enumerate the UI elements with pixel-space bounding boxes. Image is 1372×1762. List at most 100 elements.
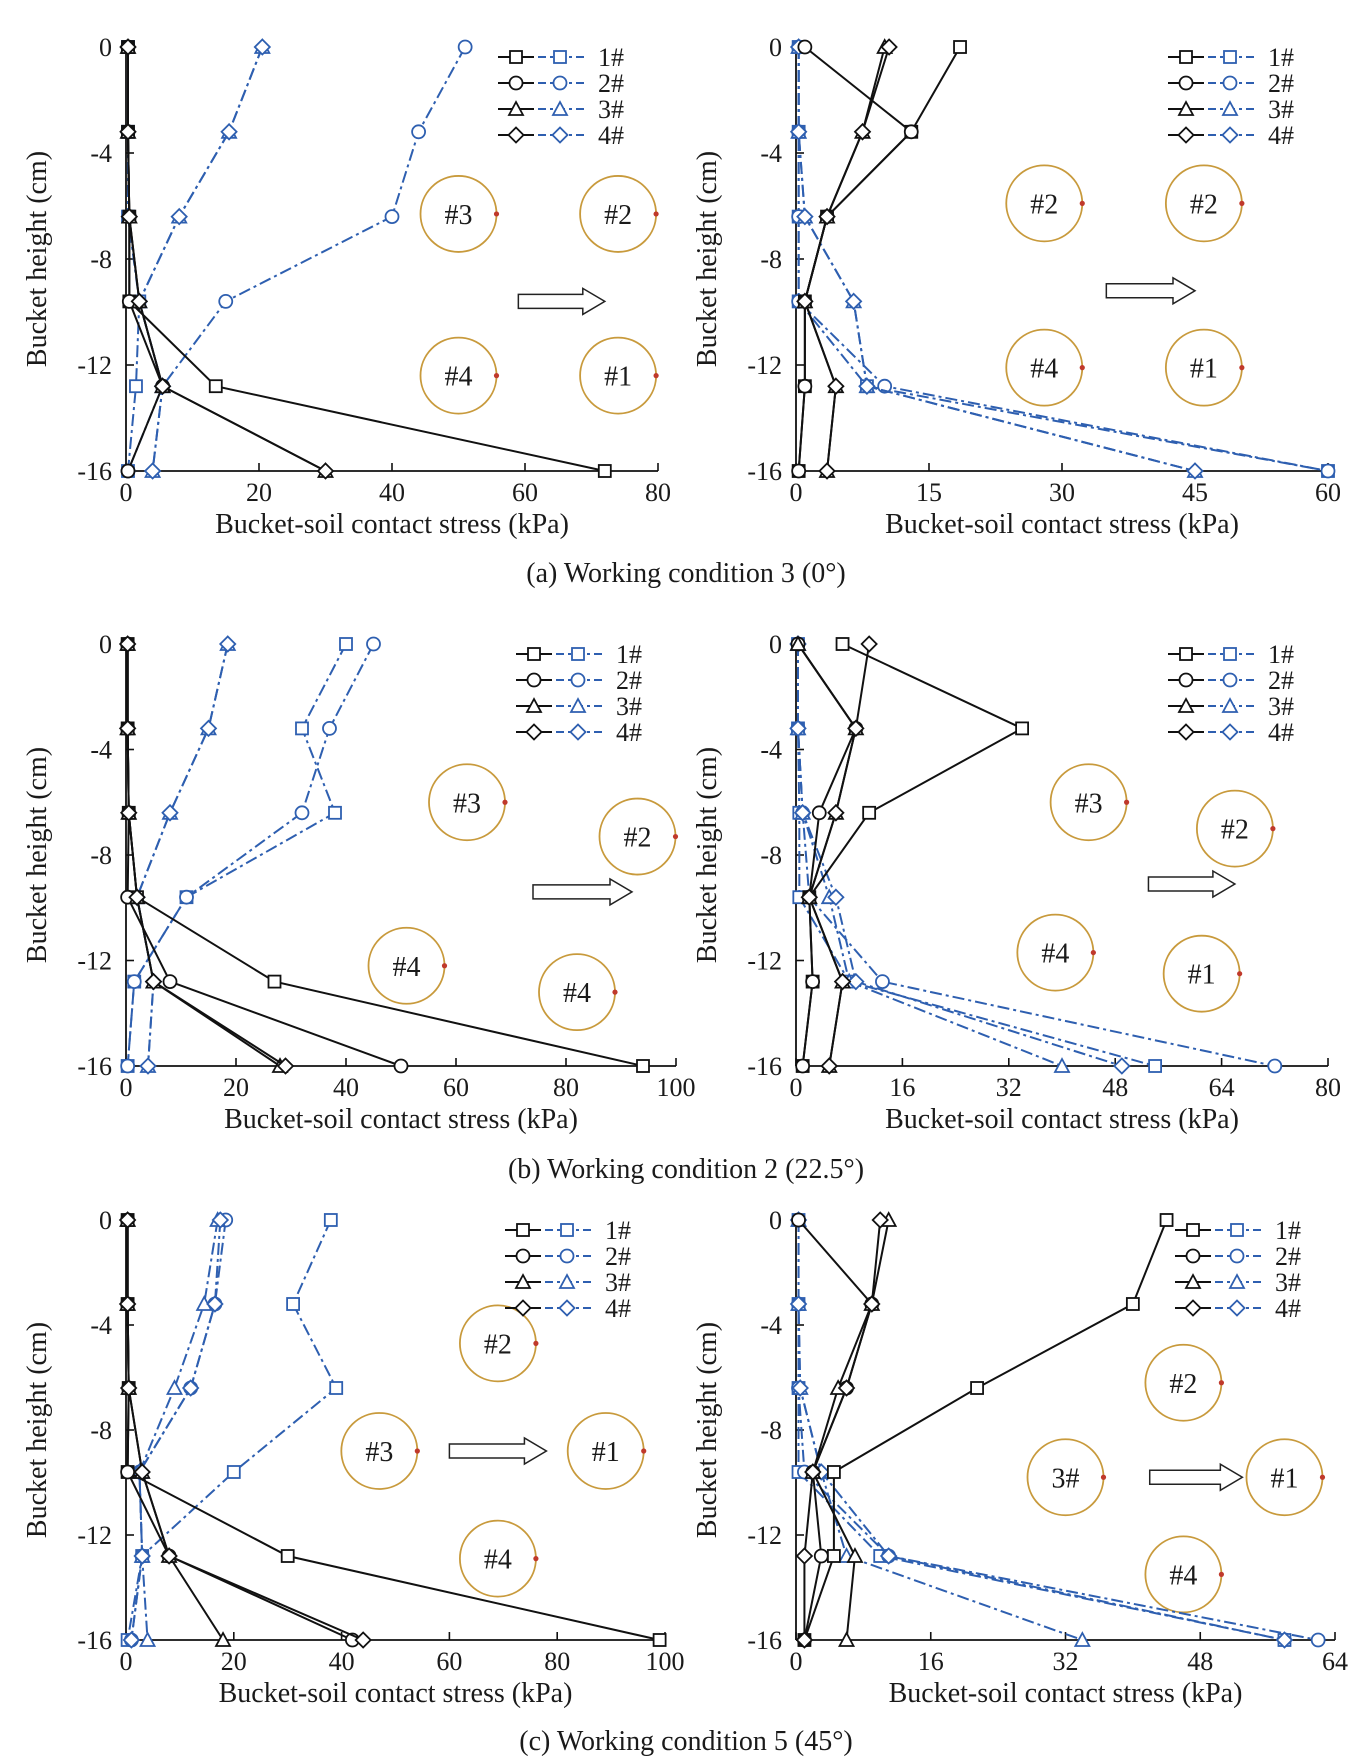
point-front [280, 1549, 295, 1563]
x-axis-label: Bucket-soil contact stress (kPa) [215, 509, 569, 540]
point-front [128, 888, 146, 906]
legend-back-marker [552, 75, 568, 91]
point-back [218, 635, 237, 653]
point-back [844, 292, 863, 311]
point-front [818, 462, 836, 480]
bucket-dot [653, 373, 659, 379]
point-back [1320, 463, 1336, 479]
y-tick-label: -4 [760, 139, 782, 168]
point-back [286, 1297, 300, 1311]
series-back-line [126, 643, 375, 1067]
legend-front-marker [525, 697, 543, 713]
point-front [1159, 1213, 1174, 1227]
point-front [903, 124, 919, 140]
panel-c-right: 0 16 32 48 64 0 -4 -8 -12 -16 Bucket-soil contact … [692, 1206, 1348, 1709]
point-front [795, 1058, 811, 1074]
point-front [208, 379, 223, 394]
point-back [328, 805, 342, 820]
point-back [875, 974, 890, 989]
point-front [847, 719, 865, 738]
bucket-label: #2 [1030, 189, 1058, 220]
legend-label: 3# [598, 95, 624, 124]
y-tick-label: 0 [769, 33, 782, 62]
x-tick-label: 40 [333, 1073, 359, 1102]
point-back [120, 1058, 136, 1074]
bucket-label: #4 [1169, 1560, 1197, 1591]
bucket-label: #4 [484, 1545, 512, 1576]
legend-back-marker [1221, 697, 1239, 713]
point-front [119, 804, 138, 822]
series-front-line [126, 1220, 224, 1641]
y-tick-label: 0 [769, 630, 782, 659]
y-tick-label: -8 [760, 841, 782, 870]
bucket-label: #2 [604, 200, 632, 231]
point-front [153, 377, 172, 395]
x-axis-label: Bucket-soil contact stress (kPa) [889, 1678, 1243, 1709]
x-tick-label: 20 [246, 478, 272, 507]
legend-label: 3# [605, 1268, 631, 1297]
bucket-dot [441, 963, 448, 969]
point-back [1113, 1057, 1131, 1075]
point-back [791, 1379, 809, 1397]
legend-back-marker [553, 50, 567, 64]
legend-back-marker [558, 1273, 576, 1289]
x-tick-label: 40 [329, 1647, 355, 1676]
x-axis-label: Bucket-soil contact stress (kPa) [224, 1104, 578, 1135]
bucket-dot [1239, 365, 1245, 371]
point-front [791, 463, 807, 479]
bucket-label: #4 [445, 362, 473, 393]
y-axis-label: Bucket height (cm) [692, 1322, 723, 1538]
y-tick-label: -4 [90, 736, 112, 765]
point-back [384, 209, 400, 225]
x-tick-label: 64 [1209, 1073, 1235, 1102]
bucket-label: #4 [1041, 939, 1069, 970]
point-front [853, 123, 872, 141]
legend-label: 3# [1268, 692, 1294, 721]
point-back [1073, 1631, 1091, 1647]
bucket-label: #2 [1190, 189, 1218, 220]
point-back [218, 293, 234, 309]
legend-label: 1# [1268, 640, 1294, 669]
point-front [818, 207, 836, 226]
legend-label: 4# [605, 1294, 631, 1323]
x-tick-label: 0 [120, 1647, 133, 1676]
caption-b: (b) Working condition 2 (22.5°) [508, 1154, 864, 1185]
point-front [804, 1463, 822, 1481]
point-back [789, 1295, 808, 1313]
x-axis-label: Bucket-soil contact stress (kPa) [885, 509, 1239, 540]
series-back-line [797, 1220, 1285, 1641]
legend-front-marker [1185, 1248, 1201, 1264]
legend-front-marker [516, 1223, 530, 1237]
bucket-dot [1218, 1380, 1225, 1386]
bucket-dot [1239, 200, 1245, 206]
legend-back-marker [1228, 1299, 1246, 1317]
x-tick-label: 0 [120, 478, 133, 507]
point-front [795, 1547, 814, 1565]
legend-label: 2# [1268, 666, 1294, 695]
legend-back-marker [1223, 647, 1237, 661]
bucket-dot [653, 211, 659, 217]
point-back [1267, 1058, 1283, 1074]
point-back [411, 124, 427, 140]
point-back [329, 1381, 344, 1395]
y-tick-label: -8 [90, 1416, 112, 1445]
series-back-line [796, 644, 1123, 1067]
x-tick-label: 48 [1187, 1647, 1213, 1676]
legend-back-marker [560, 1223, 574, 1237]
point-front [1125, 1297, 1140, 1311]
series-back-line [796, 644, 1276, 1067]
point-front [160, 1547, 178, 1565]
x-axis-label: Bucket-soil contact stress (kPa) [885, 1104, 1239, 1135]
y-tick-label: 0 [99, 1206, 112, 1235]
legend-front-marker [514, 1273, 532, 1289]
legend-front-marker [1184, 1273, 1202, 1289]
y-tick-label: -12 [77, 351, 112, 380]
bucket-dot [502, 799, 508, 805]
bucket-label: #3 [1075, 788, 1103, 819]
series-front-line [126, 644, 287, 1067]
legend-back-marker [569, 723, 587, 741]
direction-arrow [1147, 869, 1237, 899]
point-back [323, 1213, 338, 1227]
legend-label: 2# [1268, 69, 1294, 98]
point-front [120, 463, 136, 479]
